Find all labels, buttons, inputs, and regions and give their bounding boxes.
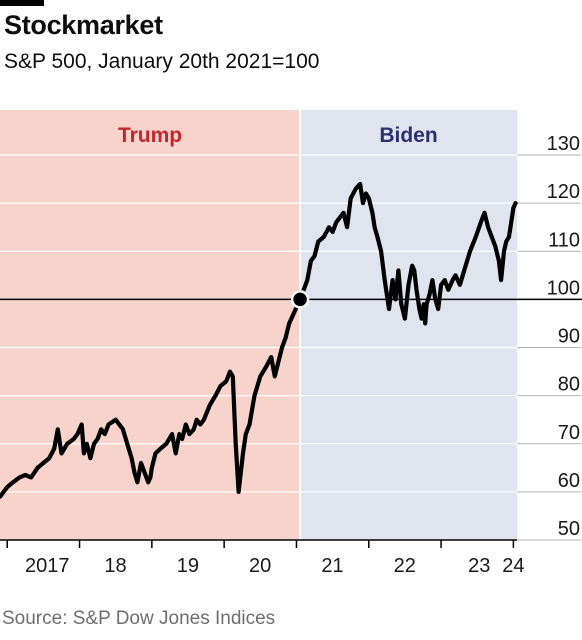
y-tick-label: 60 [558,470,580,492]
period-band-biden [300,110,517,540]
series-line-sp500 [0,181,518,499]
marker-jan-2021 [290,290,310,309]
y-tick-label: 70 [558,422,580,444]
x-tick-label: 2017 [25,555,70,577]
x-tick-label: 23 [468,555,490,577]
y-tick-label: 110 [548,229,580,251]
y-tick-label: 50 [558,518,580,540]
y-tick-label: 120 [547,181,580,203]
chart-title: Stockmarket [4,10,163,40]
period-label-biden: Biden [379,124,437,147]
y-tick-label: 80 [558,374,580,396]
stock-chart: Trump Biden 50 60 70 80 90 100 110 120 130 2017 18 19… [0,110,582,577]
x-tick-label: 20 [249,555,271,577]
x-tick-label: 22 [394,555,416,577]
y-tick-label: 130 [547,133,580,155]
top-rule [0,0,44,6]
chart-subtitle: S&P 500, January 20th 2021=100 [4,50,320,73]
source-note: Source: S&P Dow Jones Indices [2,608,276,629]
y-tick-label: 90 [558,326,580,348]
y-tick-label: 100 [547,277,580,299]
x-tick-label: 21 [321,555,343,577]
period-label-trump: Trump [118,124,182,147]
x-tick-label: 24 [502,555,524,577]
x-tick-label: 19 [177,555,199,577]
x-tick-label: 18 [104,555,126,577]
